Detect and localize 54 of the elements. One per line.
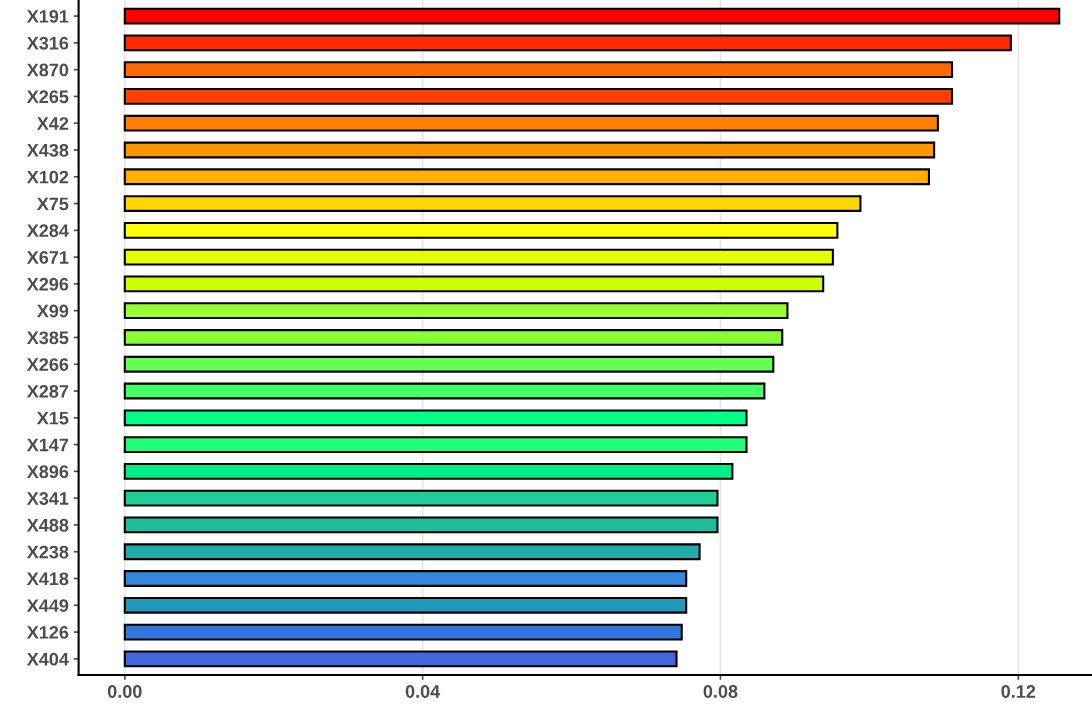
x-tick-label: 0.04 bbox=[405, 685, 441, 698]
y-tick-label: X438 bbox=[26, 143, 69, 157]
y-tick-label: X265 bbox=[26, 90, 69, 104]
x-tick-label: 0.08 bbox=[703, 685, 738, 698]
y-tick-label: X147 bbox=[26, 438, 69, 452]
x-tick-label: 0.12 bbox=[1001, 685, 1036, 698]
x-tick-label: 0.00 bbox=[107, 685, 142, 698]
y-tick-label: X341 bbox=[26, 492, 69, 505]
bar bbox=[123, 329, 784, 346]
y-tick-label: X870 bbox=[26, 63, 69, 77]
y-tick-label: X896 bbox=[26, 465, 69, 479]
bar bbox=[123, 88, 954, 105]
bar bbox=[123, 650, 678, 668]
y-tick-label: X102 bbox=[26, 170, 69, 184]
bar bbox=[123, 168, 930, 186]
y-tick-label: X418 bbox=[26, 572, 69, 586]
bar bbox=[123, 409, 748, 427]
bar bbox=[123, 221, 839, 239]
y-tick-label: X449 bbox=[26, 599, 69, 613]
bar bbox=[123, 596, 688, 614]
y-tick-label: X15 bbox=[36, 411, 69, 425]
y-tick-label: X385 bbox=[26, 331, 69, 345]
y-tick-label: X42 bbox=[36, 117, 69, 130]
bar bbox=[123, 462, 734, 480]
y-tick-label: X284 bbox=[26, 224, 69, 238]
y-tick-label: X296 bbox=[26, 277, 69, 291]
bar bbox=[123, 623, 683, 641]
bar bbox=[123, 61, 954, 79]
y-tick-label: X191 bbox=[26, 10, 69, 23]
bar bbox=[123, 34, 1012, 52]
bar bbox=[123, 248, 834, 266]
bar bbox=[123, 114, 939, 132]
bar bbox=[123, 516, 719, 534]
y-tick-label: X99 bbox=[36, 304, 69, 318]
bar bbox=[123, 195, 862, 212]
bar bbox=[123, 7, 1061, 25]
bar bbox=[123, 382, 766, 400]
bar bbox=[123, 489, 719, 507]
bar bbox=[123, 436, 748, 453]
y-tick-label: X404 bbox=[26, 652, 69, 666]
y-tick-label: X238 bbox=[26, 545, 69, 559]
bar bbox=[123, 275, 825, 293]
y-tick-label: X316 bbox=[26, 36, 69, 50]
bar bbox=[123, 570, 688, 587]
bar bbox=[123, 543, 701, 561]
y-tick-label: X287 bbox=[26, 384, 69, 398]
bar bbox=[123, 141, 936, 159]
y-tick-label: X488 bbox=[26, 518, 69, 532]
y-tick-label: X671 bbox=[26, 251, 69, 264]
y-tick-label: X126 bbox=[26, 626, 69, 639]
y-tick-label: X75 bbox=[36, 197, 69, 211]
y-tick-label: X266 bbox=[26, 358, 69, 371]
bar bbox=[123, 355, 775, 373]
bar bbox=[123, 302, 789, 320]
